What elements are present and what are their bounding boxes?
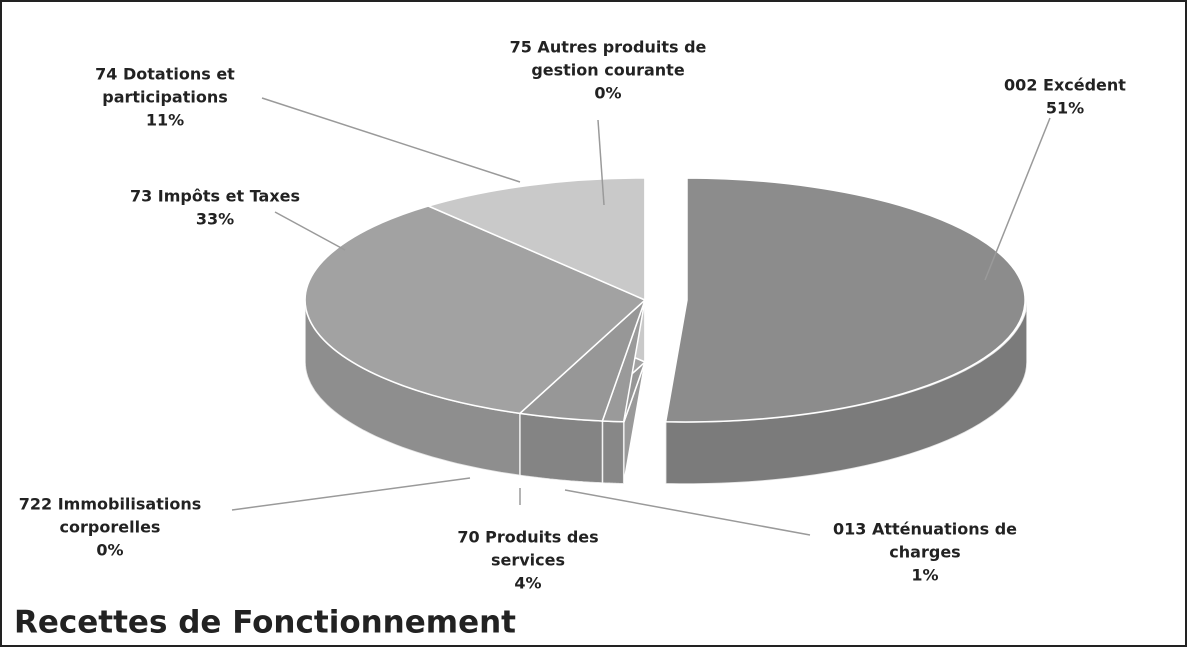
chart-title: Recettes de Fonctionnement: [14, 605, 516, 641]
slice-wall: [664, 299, 1028, 485]
category-label: 70 Produits des: [457, 528, 598, 547]
value-label: 11%: [146, 111, 184, 130]
slice-wall-shade: [519, 413, 603, 483]
category-label: 013 Atténuations de: [833, 520, 1017, 539]
value-label: 4%: [514, 574, 541, 593]
category-label: participations: [102, 88, 228, 107]
leader-line: [984, 117, 1051, 281]
category-label: 73 Impôts et Taxes: [130, 187, 300, 206]
value-label: 1%: [911, 566, 938, 585]
leader-line: [564, 489, 811, 536]
slice: [664, 177, 1026, 423]
value-label: 51%: [1046, 99, 1084, 118]
labels: 002 Excédent 51% 013 Atténuations de charge…: [19, 38, 1127, 593]
slice-wall-shade: [602, 421, 624, 484]
slice: [304, 205, 647, 415]
leader-line: [261, 97, 521, 183]
value-label: 33%: [196, 210, 234, 229]
leader-line: [597, 119, 605, 206]
leader-line: [231, 477, 471, 511]
slice-wall-shade: [305, 300, 520, 476]
slice: [426, 177, 646, 302]
category-label: 75 Autres produits de: [510, 38, 707, 57]
leader-line: [274, 211, 346, 251]
category-label: corporelles: [60, 518, 161, 537]
category-label: 002 Excédent: [1004, 76, 1126, 95]
value-label: 0%: [96, 541, 123, 560]
value-label: 0%: [594, 84, 621, 103]
category-label: 722 Immobilisations: [19, 495, 202, 514]
pie: [304, 177, 1028, 485]
category-label: gestion courante: [531, 61, 685, 80]
slice-wall-shade: [665, 300, 1027, 484]
category-label: 74 Dotations et: [95, 65, 235, 84]
category-label: charges: [889, 543, 960, 562]
category-label: services: [491, 551, 565, 570]
